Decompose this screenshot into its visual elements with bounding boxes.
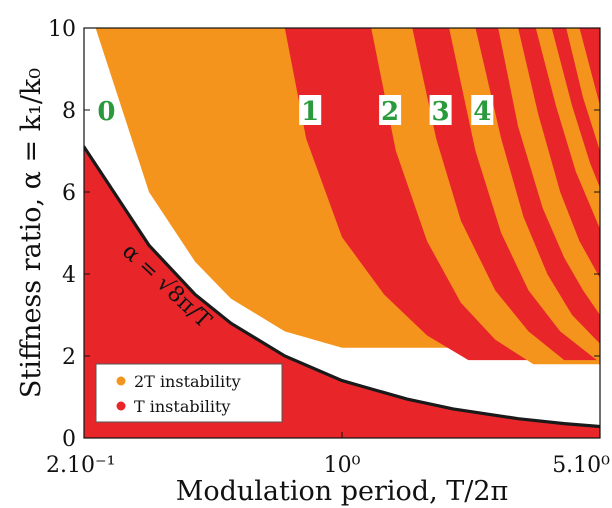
region-label-box-2 xyxy=(379,95,402,125)
y-tick-label-5: 10 xyxy=(48,17,76,42)
region-label-1: 1 xyxy=(301,97,319,127)
legend-swatch-t xyxy=(116,401,126,411)
region-label-2: 2 xyxy=(381,97,399,127)
region-label-box-4 xyxy=(471,95,494,125)
region-label-box-3 xyxy=(429,95,452,125)
y-axis-title: Stiffness ratio, α = k₁/k₀ xyxy=(16,68,47,398)
region-label-3: 3 xyxy=(432,97,450,127)
legend-box xyxy=(95,363,283,423)
y-tick-label-2: 4 xyxy=(62,263,76,288)
y-tick-label-0: 0 xyxy=(62,427,76,452)
curve-layer xyxy=(84,145,600,429)
y-tick-label-4: 8 xyxy=(62,99,76,124)
y-tick-label-1: 2 xyxy=(62,345,76,370)
region-label-box-1 xyxy=(299,95,322,125)
alpha-curve xyxy=(84,145,600,429)
x-tick-label-1: 10⁰ xyxy=(324,453,361,478)
legend-label-t: T instability xyxy=(134,397,230,416)
legend-swatch-2t xyxy=(116,376,126,386)
x-tick-label-0: 2.10⁻¹ xyxy=(46,453,115,478)
legend-label-2t: 2T instability xyxy=(134,372,241,391)
x-axis-title: Modulation period, T/2π xyxy=(176,476,509,507)
y-tick-label-3: 6 xyxy=(62,181,76,206)
x-tick-label-2: 5.10⁰ xyxy=(552,453,610,478)
tongue-region-12 xyxy=(579,28,600,106)
region-label-0: 0 xyxy=(97,97,115,127)
region-label-box-0 xyxy=(95,95,118,125)
region-label-4: 4 xyxy=(473,97,491,127)
legend: 2T instability T instability xyxy=(95,363,283,423)
